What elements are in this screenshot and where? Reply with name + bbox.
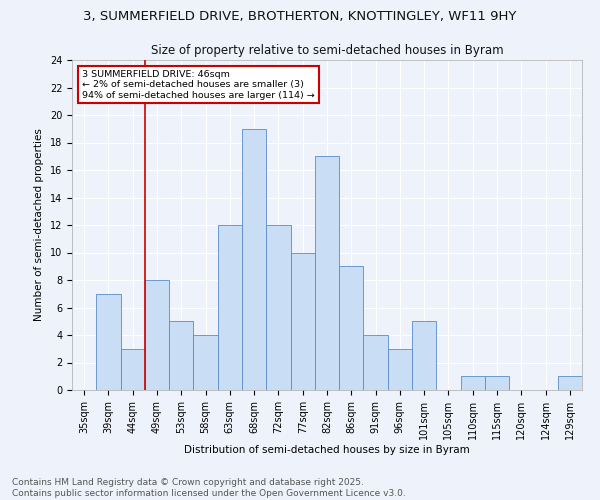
Y-axis label: Number of semi-detached properties: Number of semi-detached properties (34, 128, 44, 322)
Bar (145, 280, 169, 390)
Bar (388, 349, 412, 390)
Bar (121, 349, 145, 390)
Bar (290, 252, 315, 390)
Bar (266, 225, 290, 390)
Bar (193, 335, 218, 390)
Bar (169, 322, 193, 390)
Bar (218, 225, 242, 390)
Text: 3, SUMMERFIELD DRIVE, BROTHERTON, KNOTTINGLEY, WF11 9HY: 3, SUMMERFIELD DRIVE, BROTHERTON, KNOTTI… (83, 10, 517, 23)
Bar (485, 376, 509, 390)
X-axis label: Distribution of semi-detached houses by size in Byram: Distribution of semi-detached houses by … (184, 444, 470, 454)
Bar (242, 128, 266, 390)
Bar (96, 294, 121, 390)
Bar (461, 376, 485, 390)
Bar (339, 266, 364, 390)
Bar (364, 335, 388, 390)
Title: Size of property relative to semi-detached houses in Byram: Size of property relative to semi-detach… (151, 44, 503, 58)
Text: 3 SUMMERFIELD DRIVE: 46sqm
← 2% of semi-detached houses are smaller (3)
94% of s: 3 SUMMERFIELD DRIVE: 46sqm ← 2% of semi-… (82, 70, 315, 100)
Bar (412, 322, 436, 390)
Bar (558, 376, 582, 390)
Bar (315, 156, 339, 390)
Text: Contains HM Land Registry data © Crown copyright and database right 2025.
Contai: Contains HM Land Registry data © Crown c… (12, 478, 406, 498)
